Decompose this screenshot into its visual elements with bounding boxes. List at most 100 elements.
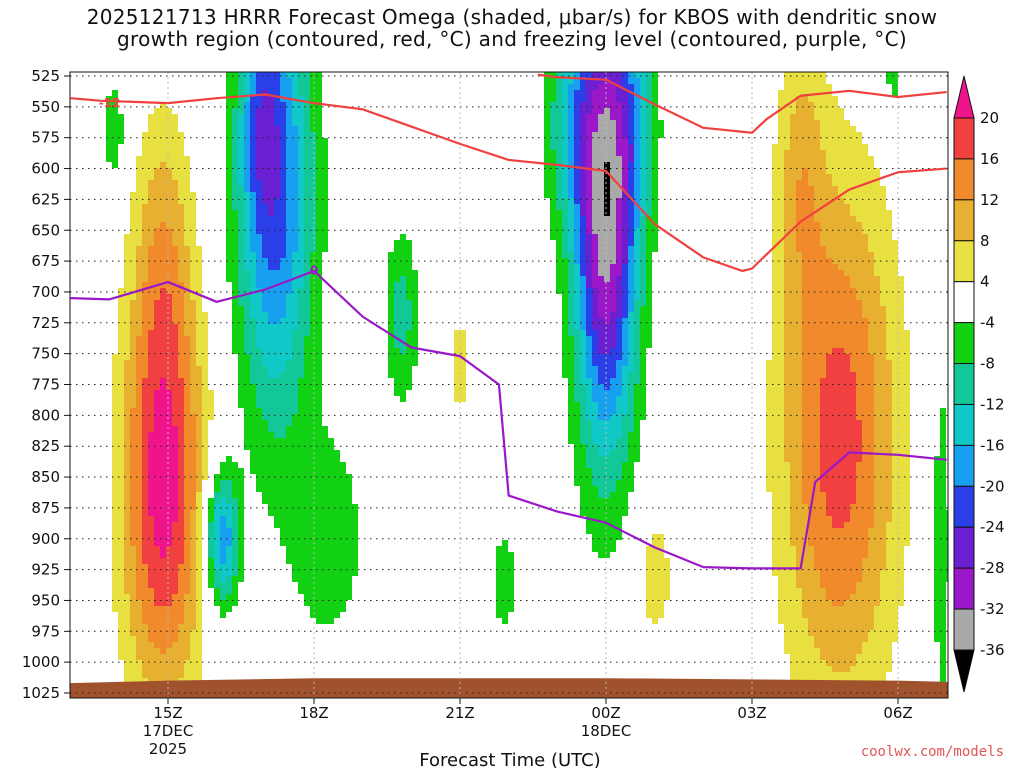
omega-cell: [394, 318, 400, 324]
omega-cell: [226, 252, 232, 258]
omega-cell: [334, 456, 340, 462]
omega-cell: [310, 270, 316, 276]
omega-cell: [802, 174, 808, 180]
omega-cell: [238, 402, 244, 408]
omega-cell: [268, 360, 274, 366]
omega-cell: [274, 102, 280, 108]
omega-cell: [790, 558, 796, 564]
omega-cell: [142, 486, 148, 492]
omega-cell: [778, 264, 784, 270]
omega-cell: [328, 564, 334, 570]
omega-cell: [802, 354, 808, 360]
omega-cell: [334, 552, 340, 558]
omega-cell: [772, 342, 778, 348]
omega-cell: [166, 204, 172, 210]
omega-cell: [190, 654, 196, 660]
omega-cell: [130, 570, 136, 576]
omega-cell: [274, 228, 280, 234]
omega-cell: [592, 252, 598, 258]
omega-cell: [172, 156, 178, 162]
omega-cell: [496, 582, 502, 588]
omega-cell: [118, 438, 124, 444]
omega-cell: [646, 150, 652, 156]
omega-cell: [790, 354, 796, 360]
omega-cell: [250, 258, 256, 264]
omega-cell: [322, 528, 328, 534]
omega-cell: [316, 252, 322, 258]
omega-cell: [778, 492, 784, 498]
omega-cell: [568, 78, 574, 84]
omega-cell: [154, 408, 160, 414]
omega-cell: [802, 198, 808, 204]
omega-cell: [610, 504, 616, 510]
omega-cell: [226, 474, 232, 480]
omega-cell: [664, 570, 670, 576]
omega-cell: [622, 354, 628, 360]
omega-cell: [172, 246, 178, 252]
omega-cell: [610, 384, 616, 390]
omega-cell: [238, 492, 244, 498]
omega-cell: [148, 396, 154, 402]
omega-cell: [118, 114, 124, 120]
omega-cell: [784, 384, 790, 390]
omega-cell: [196, 570, 202, 576]
omega-cell: [550, 102, 556, 108]
omega-cell: [190, 462, 196, 468]
omega-cell: [772, 540, 778, 546]
omega-cell: [628, 132, 634, 138]
omega-cell: [172, 234, 178, 240]
omega-cell: [646, 210, 652, 216]
omega-cell: [166, 438, 172, 444]
omega-cell: [292, 372, 298, 378]
omega-cell: [196, 456, 202, 462]
omega-cell: [568, 414, 574, 420]
omega-cell: [154, 228, 160, 234]
omega-cell: [616, 276, 622, 282]
omega-cell: [256, 444, 262, 450]
omega-cell: [412, 294, 418, 300]
omega-cell: [778, 582, 784, 588]
omega-cell: [592, 78, 598, 84]
omega-cell: [280, 288, 286, 294]
omega-cell: [130, 492, 136, 498]
omega-cell: [280, 162, 286, 168]
omega-cell: [268, 510, 274, 516]
omega-cell: [790, 138, 796, 144]
omega-cell: [772, 558, 778, 564]
omega-cell: [262, 498, 268, 504]
omega-cell: [196, 618, 202, 624]
omega-cell: [280, 84, 286, 90]
omega-cell: [316, 366, 322, 372]
omega-cell: [790, 654, 796, 660]
omega-cell: [208, 390, 214, 396]
omega-cell: [790, 570, 796, 576]
omega-cell: [286, 432, 292, 438]
omega-cell: [292, 480, 298, 486]
omega-cell: [166, 450, 172, 456]
omega-cell: [136, 624, 142, 630]
omega-cell: [316, 78, 322, 84]
omega-cell: [154, 546, 160, 552]
omega-cell: [334, 486, 340, 492]
omega-cell: [574, 402, 580, 408]
omega-cell: [604, 324, 610, 330]
omega-cell: [568, 192, 574, 198]
omega-cell: [136, 264, 142, 270]
omega-cell: [610, 408, 616, 414]
omega-cell: [142, 336, 148, 342]
omega-cell: [154, 258, 160, 264]
omega-cell: [646, 132, 652, 138]
omega-cell: [292, 540, 298, 546]
omega-cell: [316, 186, 322, 192]
omega-cell: [802, 318, 808, 324]
omega-cell: [292, 180, 298, 186]
omega-cell: [106, 108, 112, 114]
omega-cell: [616, 462, 622, 468]
omega-cell: [322, 558, 328, 564]
omega-cell: [556, 222, 562, 228]
omega-cell: [220, 498, 226, 504]
omega-cell: [310, 564, 316, 570]
omega-cell: [772, 204, 778, 210]
omega-cell: [394, 342, 400, 348]
omega-cell: [586, 504, 592, 510]
